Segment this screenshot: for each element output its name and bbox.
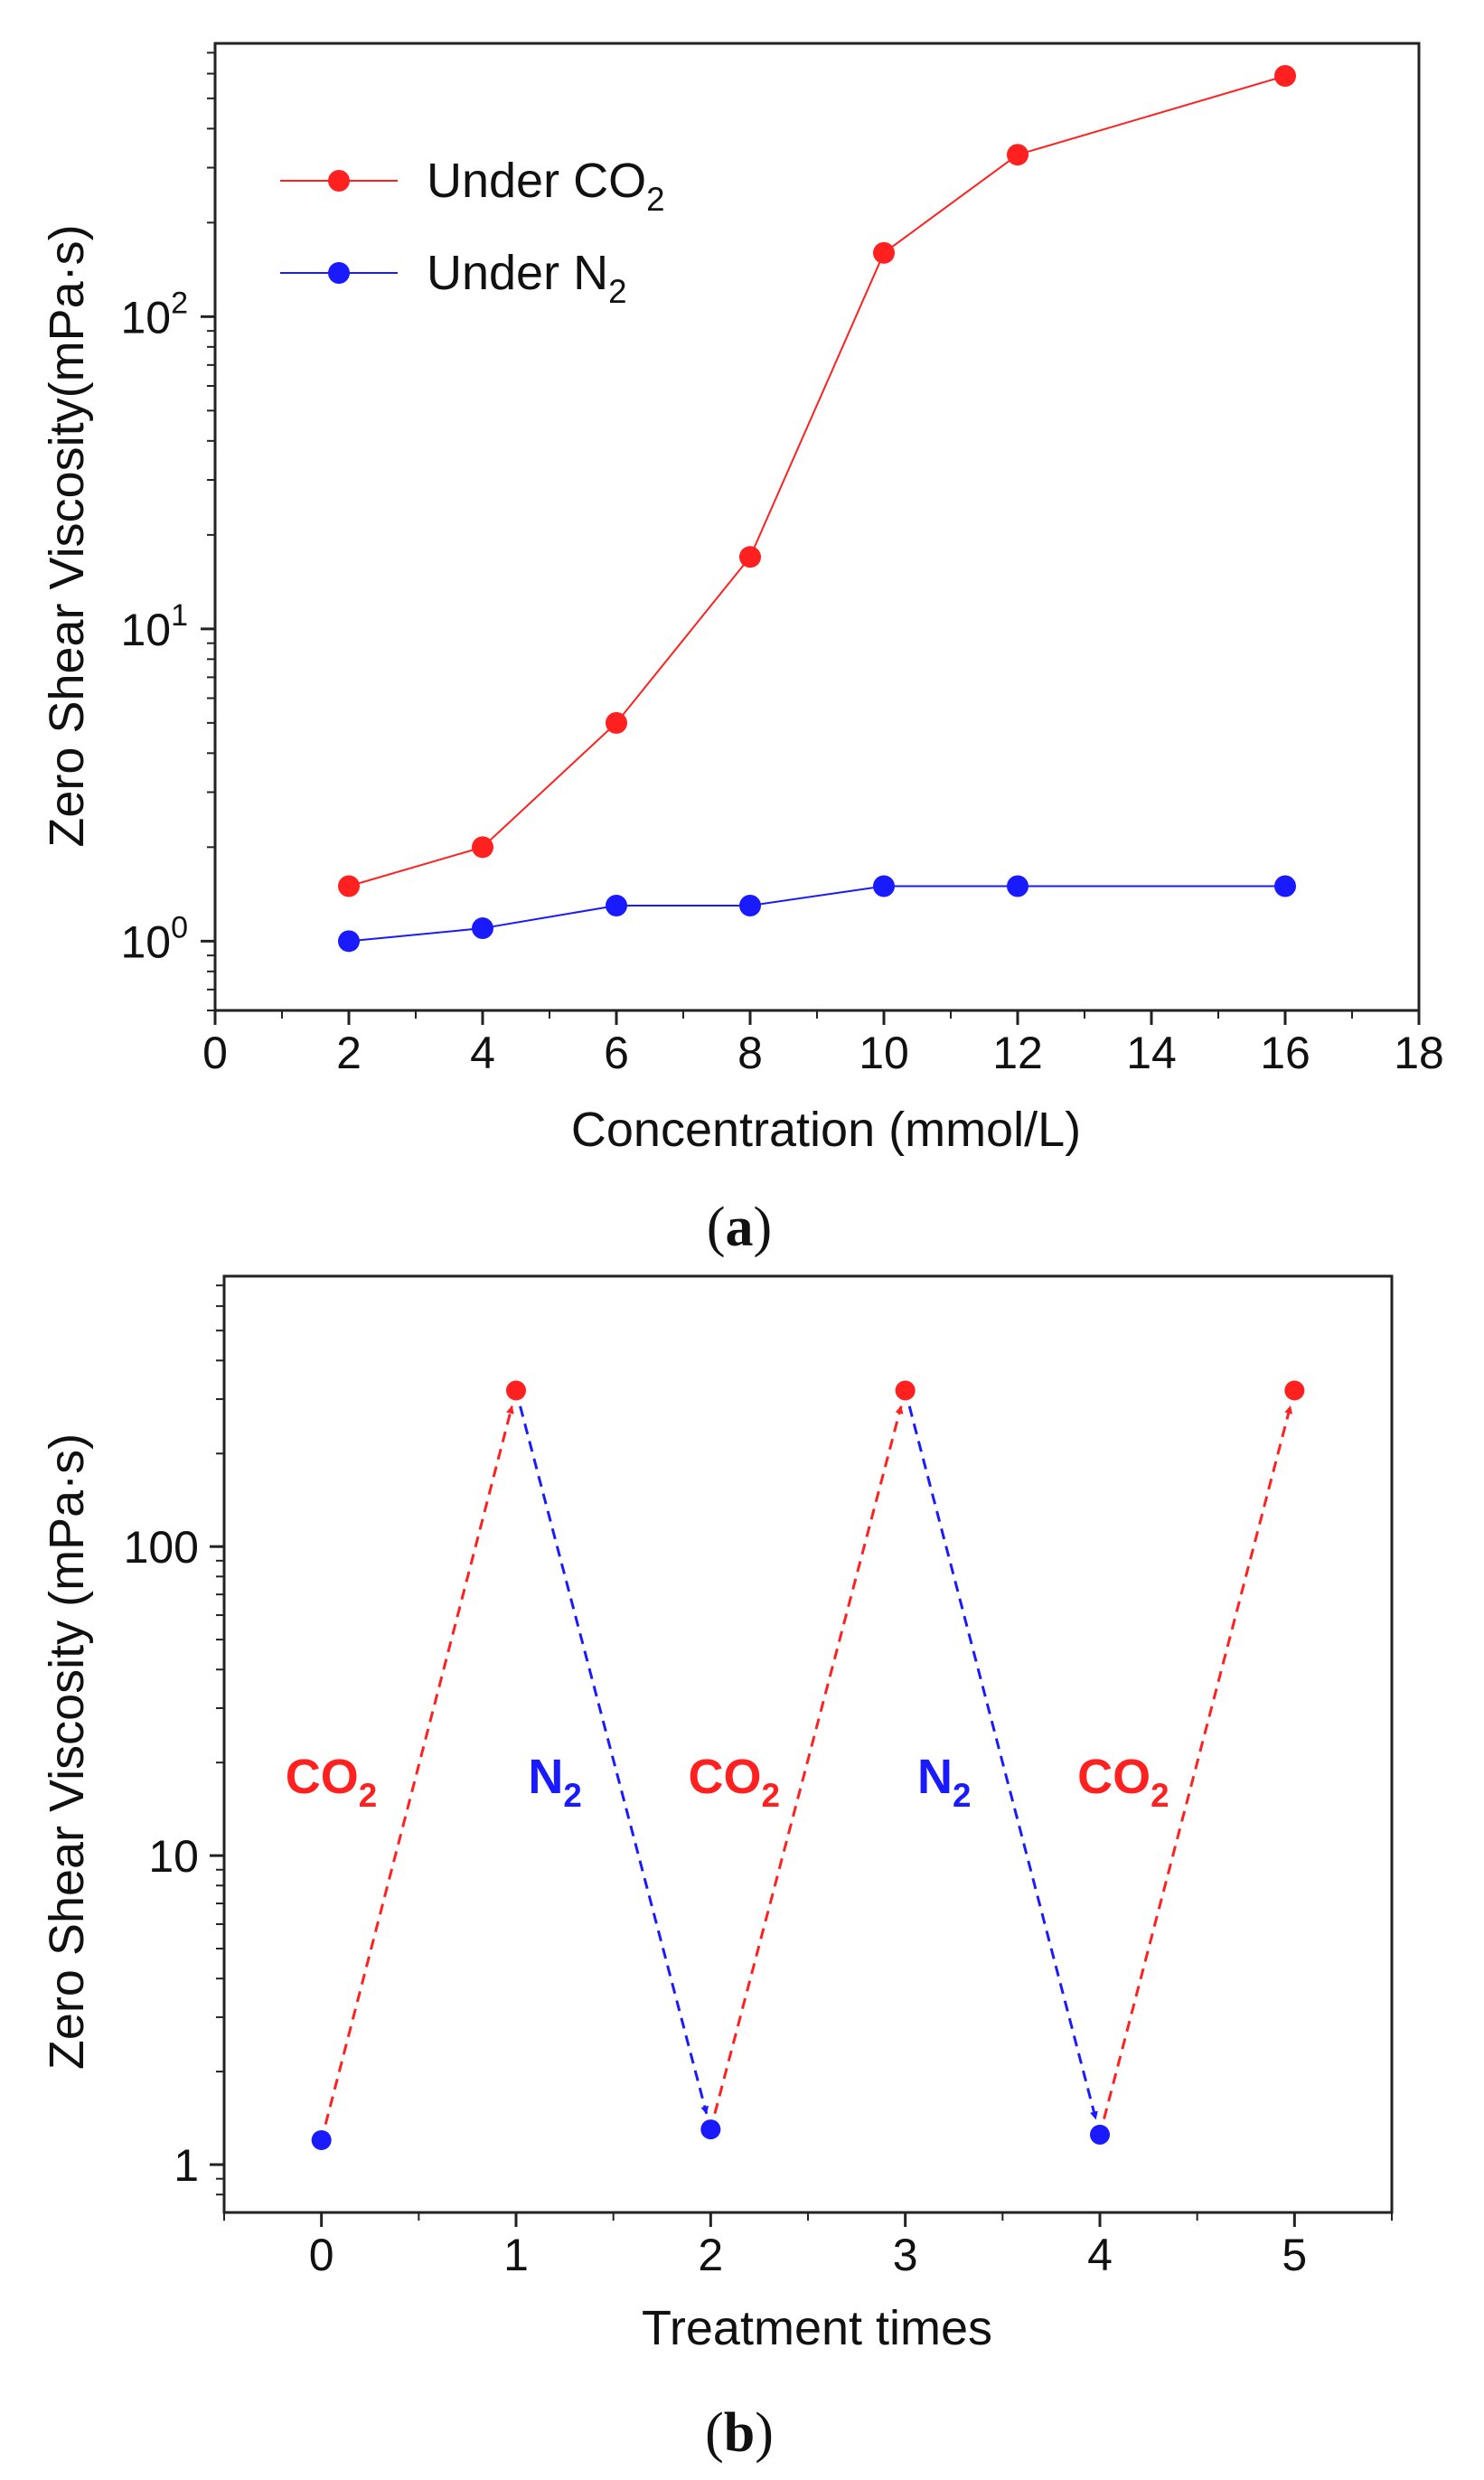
caption-part: ( (707, 1197, 726, 1258)
caption-a: (a) (707, 1197, 772, 1258)
data-point-b (1284, 1380, 1305, 1401)
legend-label-a: Under N2 (427, 246, 627, 310)
caption-part: ) (754, 1197, 773, 1258)
y-tick-label-a: 100 (120, 910, 188, 967)
transition-arrow-co2 (1103, 1405, 1293, 2119)
data-point-a (606, 711, 627, 734)
caption-part: ( (705, 2402, 724, 2464)
data-point-a (739, 546, 761, 568)
data-point-a (338, 930, 360, 953)
x-tick-label-a: 0 (202, 1028, 228, 1078)
y-tick-base: 10 (120, 292, 171, 343)
x-tick-label-a: 6 (604, 1028, 629, 1078)
gas-annotation: CO2 (1077, 1750, 1169, 1814)
data-point-a (1274, 65, 1296, 88)
data-point-a (739, 894, 761, 916)
y-tick-exp: 1 (171, 598, 188, 633)
y-tick-label-b: 1 (174, 2140, 199, 2191)
y-tick-exp: 0 (171, 910, 188, 944)
y-tick-label-a: 101 (120, 598, 188, 655)
gas-annotation: CO2 (688, 1750, 779, 1814)
gas-annotation-main: CO (286, 1750, 359, 1804)
data-point-b (895, 1380, 916, 1401)
data-point-a (606, 894, 627, 916)
x-tick-label-b: 5 (1282, 2230, 1307, 2280)
x-axis-label-b: Treatment times (642, 2301, 992, 2355)
gas-annotation-sub: 2 (563, 1777, 581, 1814)
legend-marker-a (328, 170, 350, 192)
gas-annotation-sub: 2 (359, 1777, 377, 1814)
legend-marker-a (328, 262, 350, 284)
y-tick-label-b: 100 (124, 1522, 199, 1573)
gas-annotation-main: N (917, 1750, 953, 1804)
legend-label-a-main: Under N (427, 246, 608, 300)
data-point-a (1007, 144, 1028, 166)
y-tick-exp: 2 (171, 286, 188, 320)
data-point-a (1007, 875, 1028, 897)
gas-annotation: CO2 (286, 1750, 377, 1814)
data-point-a (472, 917, 493, 940)
y-axis-label-b: Zero Shear Viscosity (mPa·s) (40, 1433, 94, 2070)
caption-b: (b) (705, 2402, 774, 2464)
x-tick-label-b: 1 (503, 2230, 529, 2280)
x-tick-label-a: 2 (336, 1028, 362, 1078)
caption-part: b (724, 2402, 755, 2464)
x-tick-label-a: 18 (1394, 1028, 1444, 1078)
y-tick-label-a: 102 (120, 286, 188, 343)
caption-part: ) (755, 2402, 774, 2464)
y-tick-label-b: 10 (148, 1831, 199, 1882)
gas-annotation-sub: 2 (1151, 1777, 1169, 1814)
x-tick-label-a: 12 (992, 1028, 1043, 1078)
x-tick-label-a: 16 (1260, 1028, 1310, 1078)
plot-frame-a (213, 42, 1421, 1012)
gas-annotation-sub: 2 (953, 1777, 971, 1814)
transition-arrow-co2 (713, 1405, 904, 2115)
gas-annotation-sub: 2 (761, 1777, 779, 1814)
chart-b: 0 1 2 3 4 5 1 10 100 Treatment times Zero Shear Vi… (40, 1274, 1394, 2355)
data-point-b (1090, 2124, 1110, 2145)
y-axis-label-a: Zero Shear Viscosity(mPa·s) (40, 224, 94, 847)
legend-label-a-main: Under CO (427, 154, 646, 208)
caption-part: a (726, 1197, 754, 1258)
x-tick-label-b: 3 (893, 2230, 918, 2280)
legend-label-a-sub: 2 (646, 181, 664, 218)
gas-annotation-main: CO (688, 1750, 761, 1804)
gas-annotation-main: N (528, 1750, 563, 1804)
data-point-b (506, 1380, 526, 1401)
transition-arrow-co2 (324, 1405, 514, 2125)
x-tick-label-a: 10 (859, 1028, 909, 1078)
data-point-a (338, 875, 360, 897)
data-point-b (311, 2129, 332, 2150)
x-tick-label-a: 8 (737, 1028, 763, 1078)
legend-label-a-sub: 2 (608, 273, 626, 310)
data-point-b (700, 2119, 721, 2140)
y-tick-base: 10 (120, 916, 171, 967)
data-point-a (873, 875, 895, 897)
gas-annotation-main: CO (1077, 1750, 1151, 1804)
data-point-a (1274, 875, 1296, 897)
data-point-a (472, 836, 493, 859)
gas-annotation: N2 (917, 1750, 971, 1814)
x-tick-label-a: 14 (1126, 1028, 1177, 1078)
transition-arrow-n2 (519, 1405, 709, 2115)
legend-label-a: Under CO2 (427, 154, 665, 218)
y-tick-base: 10 (120, 605, 171, 655)
data-point-a (873, 241, 895, 264)
x-tick-label-a: 4 (470, 1028, 495, 1078)
x-tick-label-b: 2 (698, 2230, 723, 2280)
x-tick-label-b: 0 (309, 2230, 334, 2280)
x-tick-label-b: 4 (1087, 2230, 1113, 2280)
plot-frame-b (222, 1274, 1394, 2214)
x-axis-label-a: Concentration (mmol/L) (571, 1103, 1081, 1157)
gas-annotation: N2 (528, 1750, 581, 1814)
transition-arrow-n2 (907, 1405, 1098, 2120)
